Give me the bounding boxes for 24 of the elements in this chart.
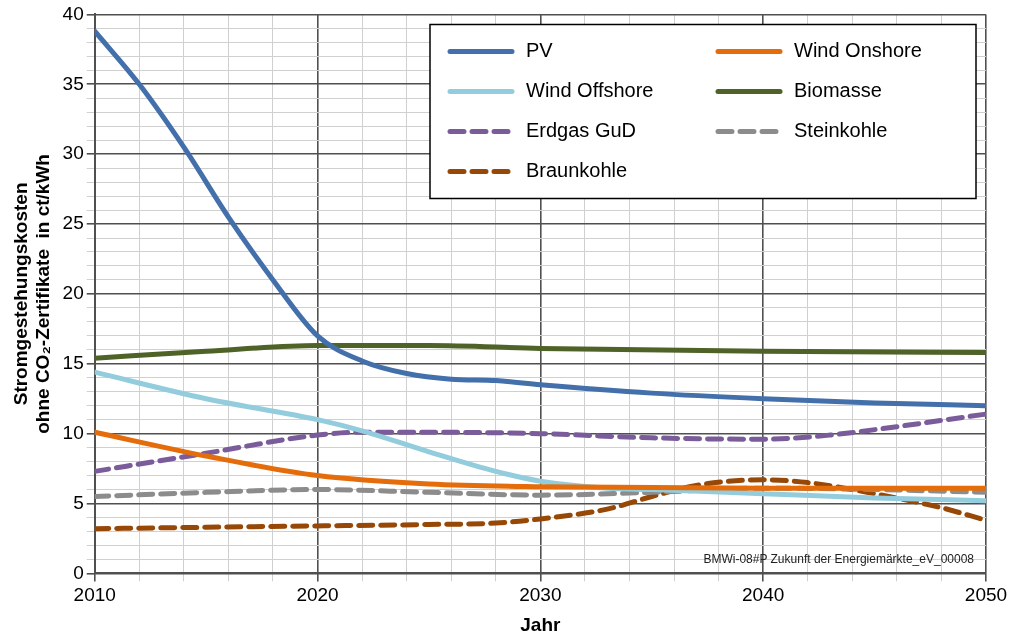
legend-label: Wind Offshore: [526, 78, 654, 101]
x-axis-title: Jahr: [520, 613, 562, 635]
y-tick-label: 5: [73, 491, 84, 513]
y-tick-label: 25: [62, 212, 84, 234]
annotation: BMWi-08#P Zukunft der Energiemärkte_eV_00008: [703, 551, 975, 566]
y-tick-label: 10: [62, 421, 84, 443]
x-tick-label: 2020: [296, 584, 339, 606]
y-tick-label: 15: [62, 352, 84, 374]
legend-label: Wind Onshore: [794, 38, 922, 61]
y-axis-title: Stromgestehungskosten ohne CO₂-Zertifikate in ct/kWh: [9, 154, 54, 434]
legend-label: Erdgas GuD: [526, 118, 637, 141]
x-tick-label: 2030: [519, 584, 562, 606]
x-tick-label: 2010: [73, 584, 116, 606]
legend-label: Braunkohle: [526, 158, 628, 181]
y-tick-label: 30: [62, 142, 84, 164]
y-tick-label: 40: [62, 2, 84, 24]
legend-label: Steinkohle: [794, 118, 888, 141]
legend-label: Biomasse: [794, 78, 882, 101]
y-tick-label: 0: [73, 561, 84, 583]
x-tick-label: 2050: [964, 584, 1008, 606]
legend-label: PV: [526, 38, 554, 61]
y-tick-label: 20: [62, 282, 84, 304]
x-tick-label: 2040: [742, 584, 785, 606]
y-tick-label: 35: [62, 72, 84, 94]
